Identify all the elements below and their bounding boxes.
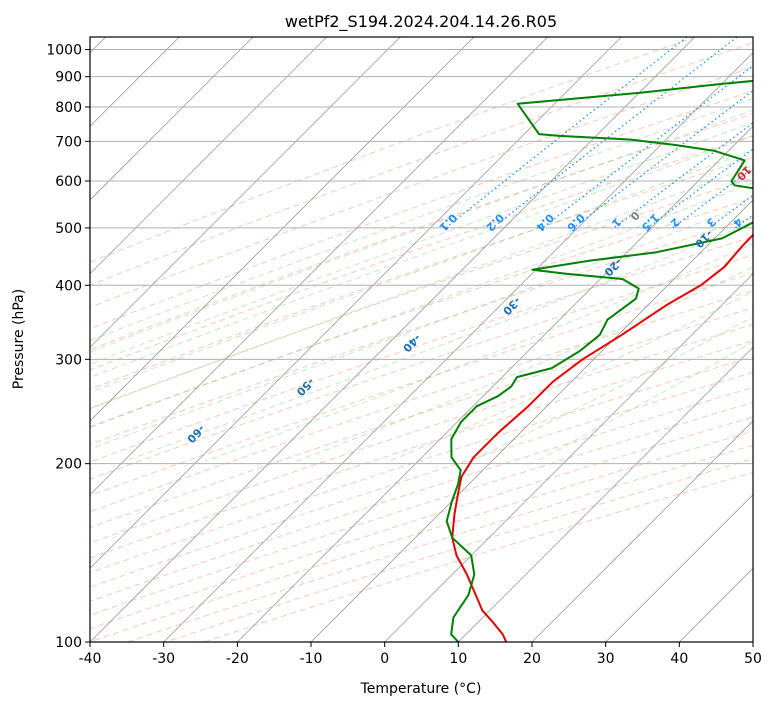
moist-adiabat [90, 200, 753, 450]
dewpoint-profile-line [445, 79, 753, 642]
dry-adiabat [203, 471, 753, 642]
x-tick-label: 30 [597, 651, 615, 667]
dry-adiabat [90, 323, 753, 544]
x-tick-label: -10 [300, 651, 323, 667]
dry-adiabat [165, 458, 753, 642]
dry-adiabat [90, 430, 753, 642]
isotherm [605, 494, 753, 642]
isotherm [163, 52, 753, 642]
x-tick-label: 0 [380, 651, 389, 667]
isotherm [458, 346, 753, 642]
x-tick-label: 50 [744, 651, 762, 667]
plot-frame [89, 36, 754, 643]
mixing-ratio-line [647, 148, 753, 229]
isotherm [237, 125, 753, 642]
y-tick-label: 600 [55, 174, 82, 190]
mixing-ratio-line [572, 89, 753, 229]
isotherm [90, 37, 622, 569]
dry-adiabat [90, 113, 753, 351]
x-tick-label: 20 [523, 651, 541, 667]
dry-adiabat [90, 66, 753, 308]
chart-title: wetPf2_S194.2024.204.14.26.R05 [285, 12, 557, 32]
isotherm [384, 273, 753, 642]
y-axis-label: Pressure (hPa) [11, 289, 27, 389]
y-tick-label: 700 [55, 134, 82, 150]
y-tick-label: 800 [55, 100, 82, 116]
moist-adiabat [90, 165, 753, 410]
x-tick-label: -20 [226, 651, 249, 667]
mixing-ratio-line [492, 37, 738, 229]
dry-adiabat [90, 340, 753, 559]
moist-adiabat [296, 266, 753, 462]
moist-adiabat [90, 181, 753, 429]
moist-adiabat [90, 122, 753, 365]
dry-adiabat-label: -70 [71, 472, 94, 495]
isotherm [531, 420, 753, 642]
dry-adiabat [90, 307, 753, 529]
moist-adiabat [204, 243, 753, 462]
x-tick-label: -40 [79, 651, 102, 667]
x-tick-label: 10 [449, 651, 467, 667]
y-tick-label: 100 [55, 635, 82, 651]
dry-adiabat [127, 444, 753, 642]
dry-adiabat [90, 254, 753, 480]
x-tick-label: 40 [670, 651, 688, 667]
y-tick-label: 200 [55, 457, 82, 473]
dry-adiabat [90, 37, 696, 263]
background-reference-lines [90, 37, 753, 642]
y-tick-label: 500 [55, 221, 82, 237]
isotherm [90, 37, 475, 422]
dry-adiabat [90, 217, 753, 446]
dry-adiabat [90, 290, 753, 513]
dry-adiabat [90, 272, 753, 497]
y-tick-label: 900 [55, 70, 82, 86]
y-axis-ticks: 100 200 300 400 500 600 700 800 900 1000 [46, 43, 90, 651]
y-tick-label: 400 [55, 278, 82, 294]
x-axis-ticks: -40 -30 -20 -10 0 10 20 30 40 50 [79, 642, 762, 667]
moist-adiabat [125, 221, 753, 462]
isotherm [90, 37, 401, 348]
mixing-ratio-line [672, 167, 753, 229]
sounding-profiles [445, 79, 753, 642]
y-tick-label: 1000 [46, 43, 82, 59]
isotherm [90, 37, 548, 496]
isotherm [90, 37, 327, 275]
x-axis-label: Temperature (°C) [360, 681, 482, 697]
isotherm [90, 37, 254, 201]
mixing-ratio-line [445, 37, 688, 229]
dry-adiabat [90, 236, 753, 463]
dry-adiabat [90, 356, 753, 574]
temperature-profile-line [451, 233, 753, 642]
x-tick-label: -30 [152, 651, 175, 667]
y-tick-label: 300 [55, 352, 82, 368]
moist-adiabat [90, 109, 753, 353]
moist-adiabat [90, 149, 753, 393]
